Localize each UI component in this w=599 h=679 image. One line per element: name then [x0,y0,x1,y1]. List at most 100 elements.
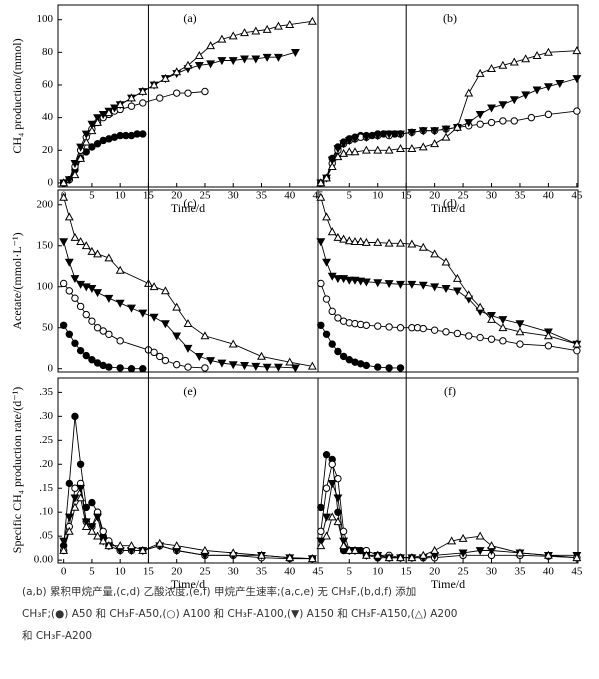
y-tick-label: .35 [39,386,53,398]
marker [328,307,336,316]
marker [464,88,474,97]
marker [104,541,114,550]
y-tick-label: 40 [42,111,54,123]
marker [344,545,354,554]
marker [160,73,170,82]
marker [407,280,417,289]
y-tick-label: 60 [42,79,54,91]
x-tick-label: 40 [543,566,555,578]
marker [407,144,417,153]
marker [240,362,249,371]
marker [333,145,343,154]
y-tick-label: .25 [39,434,53,446]
marker [430,326,439,334]
x-tick-label: 20 [429,566,441,578]
marker [362,361,371,370]
marker [475,302,485,311]
marker [458,549,468,558]
marker [476,333,484,342]
marker [155,538,165,547]
marker [251,26,261,35]
panel-frame [317,189,579,373]
marker [172,302,182,311]
marker [475,68,485,77]
x-tick-label: 10 [115,190,127,202]
marker [200,545,210,554]
marker [498,101,508,110]
marker [339,140,349,149]
x-tick-label: 10 [372,566,384,578]
marker [475,547,485,556]
marker [322,295,331,303]
marker [509,96,519,105]
y-tick-label: .15 [39,482,53,494]
marker [316,541,326,550]
marker [333,517,343,526]
marker [257,550,266,559]
marker [447,536,457,545]
panel-frame [57,189,319,373]
marker [70,494,80,503]
marker [430,127,440,136]
marker [555,79,565,88]
marker [76,302,85,311]
marker [98,536,108,545]
marker [127,304,136,313]
marker [498,323,508,332]
x-tick-label: 30 [228,566,240,578]
marker [361,133,371,142]
marker [149,313,159,322]
marker [396,364,405,372]
panel-label: (d) [443,196,457,210]
marker [93,140,102,148]
marker [317,279,325,288]
marker [327,156,337,165]
marker [81,521,91,530]
marker [228,361,238,370]
marker [384,280,394,289]
marker [521,54,531,63]
marker [498,60,508,69]
marker [396,324,405,332]
marker [59,545,69,554]
marker [339,541,349,550]
y-tick-label: .20 [39,458,53,470]
marker [116,364,124,372]
marker [307,361,317,370]
x-tick-label: 35 [256,190,268,202]
marker [99,527,107,536]
panel-frame [317,377,579,564]
marker [458,533,468,542]
marker [350,135,360,144]
series-line [320,50,577,184]
y-tick-label: 0 [48,362,54,374]
marker [419,324,427,333]
marker [161,356,170,365]
marker [322,484,331,492]
marker [317,321,325,329]
marker [327,512,337,521]
marker [93,289,103,298]
marker [498,316,508,325]
marker [64,513,74,522]
marker [384,130,394,139]
marker [322,330,331,338]
marker [290,364,300,373]
marker [251,55,261,64]
marker [418,550,428,559]
marker [328,460,336,468]
marker [373,279,383,288]
marker [262,53,272,62]
marker [396,144,405,153]
marker [441,132,451,141]
marker [465,332,473,340]
marker [373,237,383,246]
marker [217,57,227,66]
marker [156,352,164,361]
marker [307,554,317,563]
marker [475,110,485,119]
marker [499,337,507,345]
marker [339,352,348,361]
series-line [63,197,313,367]
